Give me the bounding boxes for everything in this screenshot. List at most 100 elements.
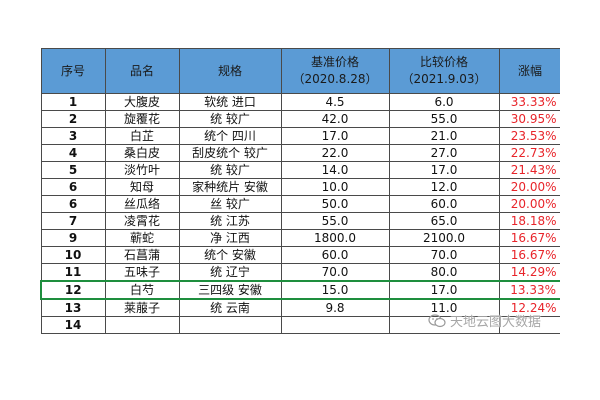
cell-name[interactable] [104, 316, 180, 334]
cell-no[interactable]: 4 [40, 144, 106, 162]
cell-rise[interactable]: 33.33% [498, 93, 560, 111]
header-comp-price-label: 比较价格 [419, 55, 468, 69]
header-rise[interactable]: 涨幅 [498, 48, 560, 94]
cell-spec[interactable]: 统 较广 [178, 161, 282, 179]
header-base-price-label: 基准价格 [310, 55, 359, 69]
table-row: 12 白芍 三四级 安徽 15.0 17.0 13.33% [40, 280, 560, 300]
cell-comp-price[interactable]: 65.0 [388, 212, 500, 230]
cell-name[interactable]: 知母 [104, 178, 180, 196]
cell-comp-price[interactable]: 2100.0 [388, 229, 500, 247]
table-row: 9 蕲蛇净 江西 1800.0 2100.0 16.67% [40, 229, 560, 247]
cell-name[interactable]: 蕲蛇 [104, 229, 180, 247]
watermark-text: 天地云图大数据 [450, 315, 542, 330]
cell-rise[interactable]: 22.73% [498, 144, 560, 162]
cell-no[interactable]: 13 [40, 298, 106, 317]
cell-no[interactable]: 2 [40, 110, 106, 128]
table-row: 3 白芷 统个 四川 17.0 21.0 23.53% [40, 127, 560, 145]
cell-no[interactable]: 12 [40, 280, 106, 300]
cell-spec[interactable]: 统 较广 [178, 110, 282, 128]
cell-rise[interactable]: 12.24% [498, 298, 560, 317]
cell-base-price[interactable]: 14.0 [280, 161, 390, 179]
cell-name[interactable]: 凌霄花 [104, 212, 180, 230]
cell-no[interactable]: 14 [40, 316, 106, 334]
header-spec[interactable]: 规格 [178, 48, 282, 94]
cell-name[interactable]: 五味子 [104, 263, 180, 282]
table-row: 6 丝瓜络丝 较广 50.0 60.0 20.00% [40, 195, 560, 213]
cell-no[interactable]: 1 [40, 93, 106, 111]
cell-spec[interactable]: 统 云南 [178, 298, 282, 317]
cell-comp-price[interactable]: 6.0 [388, 93, 500, 111]
cell-no[interactable]: 6 [40, 178, 106, 196]
cell-spec[interactable] [178, 316, 282, 334]
cell-no[interactable]: 11 [40, 263, 106, 282]
cell-comp-price[interactable]: 70.0 [388, 246, 500, 264]
cell-base-price[interactable]: 9.8 [280, 298, 390, 317]
cell-no[interactable]: 3 [40, 127, 106, 145]
cell-comp-price[interactable]: 11.0 [388, 298, 500, 317]
header-no[interactable]: 序号 [40, 48, 106, 94]
cell-rise[interactable]: 16.67% [498, 246, 560, 264]
cell-spec[interactable]: 软统 进口 [178, 93, 282, 111]
cell-base-price[interactable]: 55.0 [280, 212, 390, 230]
cell-no[interactable]: 6 [40, 195, 106, 213]
cell-comp-price[interactable]: 55.0 [388, 110, 500, 128]
cell-base-price[interactable]: 42.0 [280, 110, 390, 128]
cell-spec[interactable]: 家种统片 安徽 [178, 178, 282, 196]
cell-no[interactable]: 5 [40, 161, 106, 179]
cell-spec[interactable]: 统个 四川 [178, 127, 282, 145]
cell-base-price[interactable]: 1800.0 [280, 229, 390, 247]
cell-base-price[interactable]: 17.0 [280, 127, 390, 145]
cell-rise[interactable]: 16.67% [498, 229, 560, 247]
cell-comp-price[interactable]: 27.0 [388, 144, 500, 162]
cell-spec[interactable]: 丝 较广 [178, 195, 282, 213]
cell-rise[interactable]: 20.00% [498, 195, 560, 213]
cell-name[interactable]: 白芷 [104, 127, 180, 145]
watermark: 天地云图大数据 [428, 311, 541, 330]
cell-base-price[interactable]: 70.0 [280, 263, 390, 282]
cell-base-price[interactable]: 22.0 [280, 144, 390, 162]
cell-spec[interactable]: 统 江苏 [178, 212, 282, 230]
cell-spec[interactable]: 三四级 安徽 [178, 280, 282, 300]
table-row: 4 桑白皮 刮皮统个 较广 22.0 27.0 22.73% [40, 144, 560, 162]
cell-spec[interactable]: 净 江西 [178, 229, 282, 247]
cell-no[interactable]: 7 [40, 212, 106, 230]
cell-base-price[interactable]: 15.0 [280, 280, 390, 300]
cell-comp-price[interactable]: 17.0 [388, 161, 500, 179]
cell-rise[interactable]: 23.53% [498, 127, 560, 145]
cell-rise[interactable]: 30.95% [498, 110, 560, 128]
cell-no[interactable]: 10 [40, 246, 106, 264]
cell-spec[interactable]: 统个 安徽 [178, 246, 282, 264]
cell-comp-price[interactable]: 17.0 [388, 280, 500, 300]
cell-rise[interactable] [498, 316, 560, 334]
cell-rise[interactable]: 18.18% [498, 212, 560, 230]
cell-name[interactable]: 旋覆花 [104, 110, 180, 128]
header-comp-price[interactable]: 比较价格 （2021.9.03） [388, 48, 500, 94]
cell-base-price[interactable]: 4.5 [280, 93, 390, 111]
table-row: 6 知母 家种统片 安徽 10.0 12.0 20.00% [40, 178, 560, 196]
cell-name[interactable]: 白芍 [104, 280, 180, 300]
cell-name[interactable]: 丝瓜络 [104, 195, 180, 213]
cell-spec[interactable]: 统 辽宁 [178, 263, 282, 282]
cell-comp-price[interactable]: 21.0 [388, 127, 500, 145]
cell-rise[interactable]: 21.43% [498, 161, 560, 179]
cell-name[interactable]: 淡竹叶 [104, 161, 180, 179]
cell-rise[interactable]: 13.33% [498, 280, 560, 300]
cell-spec[interactable]: 刮皮统个 较广 [178, 144, 282, 162]
cell-name[interactable]: 石菖蒲 [104, 246, 180, 264]
header-name[interactable]: 品名 [104, 48, 180, 94]
cell-name[interactable]: 大腹皮 [104, 93, 180, 111]
cell-base-price[interactable]: 60.0 [280, 246, 390, 264]
cell-rise[interactable]: 20.00% [498, 178, 560, 196]
cell-comp-price[interactable]: 12.0 [388, 178, 500, 196]
cell-no[interactable]: 9 [40, 229, 106, 247]
cell-name[interactable]: 莱菔子 [104, 298, 180, 317]
price-table: 序号 品名 规格 基准价格 （2020.8.28） 比较价格 （2021.9.0… [40, 48, 560, 334]
cell-name[interactable]: 桑白皮 [104, 144, 180, 162]
cell-base-price[interactable]: 10.0 [280, 178, 390, 196]
cell-base-price[interactable] [280, 316, 390, 334]
header-base-price[interactable]: 基准价格 （2020.8.28） [280, 48, 390, 94]
cell-rise[interactable]: 14.29% [498, 263, 560, 282]
cell-comp-price[interactable]: 80.0 [388, 263, 500, 282]
cell-base-price[interactable]: 50.0 [280, 195, 390, 213]
cell-comp-price[interactable]: 60.0 [388, 195, 500, 213]
